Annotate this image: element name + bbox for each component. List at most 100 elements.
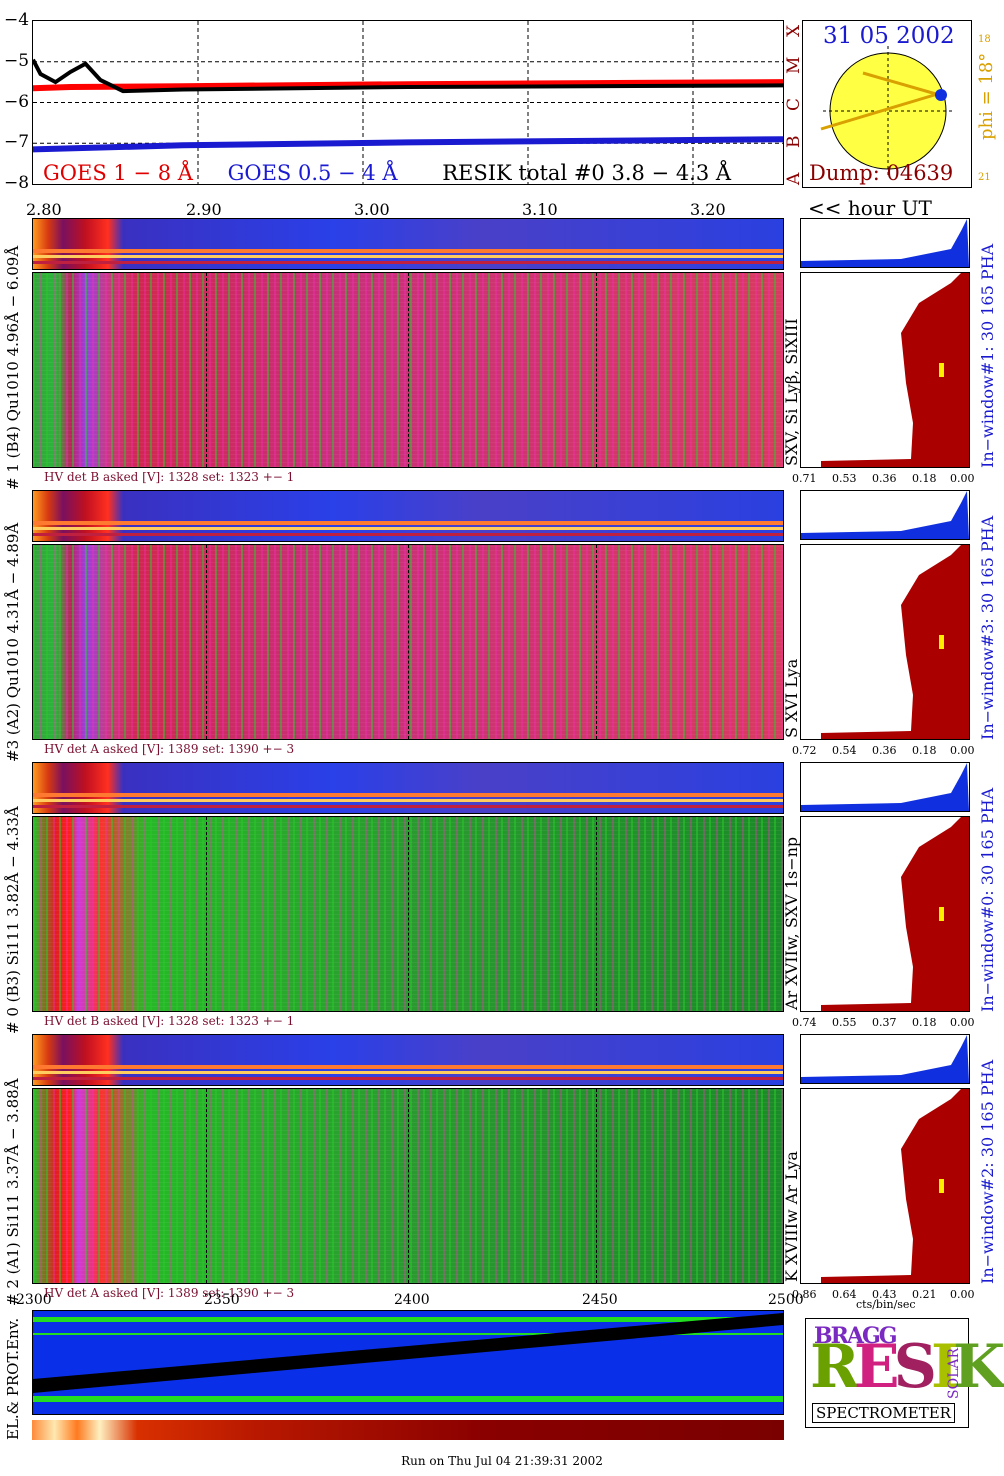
strip-line-2 — [33, 799, 783, 802]
strip-line-3 — [33, 533, 783, 536]
pha-tick: 0.18 — [912, 744, 937, 757]
pha-time-svg — [801, 219, 969, 267]
dump-number: Dump: 04639 — [809, 161, 954, 185]
phi-tick-bottom: 21 — [978, 172, 991, 183]
channel-label: #3 (A2) Qu1010 4.31Å − 4.89Å — [4, 522, 22, 762]
grid-v — [205, 1089, 207, 1283]
env-trend-svg — [33, 1313, 783, 1393]
lc-ytick: −7 — [4, 132, 30, 153]
wavelength-tick: 3.10 — [522, 200, 558, 219]
grid-v — [205, 273, 207, 467]
pha-window-marker — [939, 363, 944, 377]
run-timestamp: Run on Thu Jul 04 21:39:31 2002 — [401, 1454, 603, 1468]
time-axis-label: << hour UT — [808, 196, 932, 220]
line-id-label: SXV, Si Lyβ, SiXIII — [782, 318, 801, 466]
env-band-bottom — [33, 1396, 783, 1402]
lc-series-0 — [33, 79, 783, 92]
window-label: In−window#2: 30 165 PHA — [978, 1059, 997, 1284]
light-curve-plot: GOES 1 − 8 Å GOES 0.5 − 4 Å RESIK total … — [32, 20, 784, 185]
pha-tick: 0.55 — [832, 1016, 857, 1029]
channel-label: # 1 (B4) Qu1010 4.96Å − 6.09Å — [4, 245, 22, 490]
flare-class-M: M — [784, 56, 804, 74]
lc-ytick: −6 — [4, 91, 30, 112]
grid-v — [595, 1089, 597, 1283]
pha-hist-svg — [821, 817, 969, 1011]
strip-line-1 — [33, 793, 783, 797]
env-colorbar — [32, 1420, 784, 1440]
grid-v — [205, 817, 207, 1011]
strip-line-3 — [33, 1077, 783, 1080]
light-curve-svg — [33, 21, 783, 184]
pha-time-svg — [801, 763, 969, 811]
spectrum-strip — [32, 762, 784, 814]
flare-class-C: C — [784, 97, 804, 111]
source-position-marker — [935, 89, 947, 101]
pha-time-profile — [800, 490, 970, 540]
grid-v — [595, 817, 597, 1011]
sun-disk-svg — [820, 46, 953, 176]
channel-label: # 2 (A1) Si111 3.37Å − 3.88Å — [4, 1078, 22, 1306]
bottom-tick: 2300 — [16, 1292, 52, 1308]
env-band-top — [33, 1317, 783, 1322]
hv-status: HV det A asked [V]: 1389 set: 1390 +− 3 — [44, 1286, 295, 1300]
spectrogram — [32, 272, 784, 468]
pha-tick: 0.00 — [950, 744, 975, 757]
logo-bragg: BRAGG — [814, 1323, 898, 1349]
grid-v — [205, 545, 207, 739]
pha-tick: 0.74 — [792, 1016, 817, 1029]
pha-window-marker — [939, 907, 944, 921]
pha-tick: 0.86 — [792, 1288, 817, 1301]
observation-date: 31 05 2002 — [823, 23, 955, 49]
lc-ytick: −8 — [4, 173, 30, 193]
strip-line-1 — [33, 521, 783, 525]
pha-tick: 0.00 — [950, 1288, 975, 1301]
pha-hist-svg — [821, 1089, 969, 1283]
lc-series-1 — [33, 136, 783, 153]
pha-histogram — [800, 544, 970, 740]
legend-goes-long: GOES 1 − 8 Å — [43, 161, 193, 185]
pha-tick: 0.53 — [832, 472, 857, 485]
spectrogram — [32, 1088, 784, 1284]
pha-hist-fill — [821, 273, 969, 467]
pha-time-fill — [801, 219, 969, 267]
pha-hist-fill — [821, 1089, 969, 1283]
pointing-line — [862, 71, 944, 98]
channel-label: # 0 (B3) Si111 3.82Å − 4.33Å — [4, 806, 22, 1034]
pha-tick: 0.00 — [950, 472, 975, 485]
logo-resik: RESIK — [810, 1332, 1004, 1402]
environment-plot — [32, 1310, 784, 1415]
grid-v — [408, 273, 409, 467]
pha-tick: 0.37 — [872, 1016, 897, 1029]
pha-time-svg — [801, 1035, 969, 1083]
pha-hist-svg — [821, 273, 969, 467]
strip-line-2 — [33, 1071, 783, 1074]
pha-time-fill — [801, 763, 969, 811]
logo-spectrometer: SPECTROMETER — [812, 1403, 955, 1423]
spectrum-strip — [32, 1034, 784, 1086]
pha-tick: 0.36 — [872, 744, 897, 757]
grid-v — [408, 817, 409, 1011]
phi-tick-top: 18 — [978, 34, 991, 45]
bottom-tick: 2500 — [768, 1292, 804, 1308]
strip-line-3 — [33, 261, 783, 264]
spectrum-strip — [32, 490, 784, 542]
line-id-label: S XVI Lya — [782, 658, 801, 738]
env-ylabel: EL.& PROT.Env. — [4, 1317, 22, 1440]
lc-ytick: −4 — [4, 10, 30, 30]
hv-status: HV det B asked [V]: 1328 set: 1323 +− 1 — [44, 1014, 295, 1028]
pha-tick: 0.72 — [792, 744, 817, 757]
grid-v — [595, 273, 597, 467]
window-label: In−window#1: 30 165 PHA — [978, 243, 997, 468]
spectrogram — [32, 544, 784, 740]
wavelength-tick: 3.20 — [690, 200, 726, 219]
logo-solar: SOLAR — [946, 1347, 962, 1399]
pha-tick: 0.00 — [950, 1016, 975, 1029]
phi-angle: phi = 18° — [976, 52, 997, 140]
window-label: In−window#0: 30 165 PHA — [978, 787, 997, 1012]
strip-line-2 — [33, 255, 783, 258]
bottom-tick: 2400 — [394, 1292, 430, 1308]
sun-position-panel: 31 05 2002 Dump: 04639 — [802, 20, 972, 188]
pha-time-profile — [800, 1034, 970, 1084]
pha-time-profile — [800, 218, 970, 268]
pha-tick: 0.18 — [912, 1016, 937, 1029]
